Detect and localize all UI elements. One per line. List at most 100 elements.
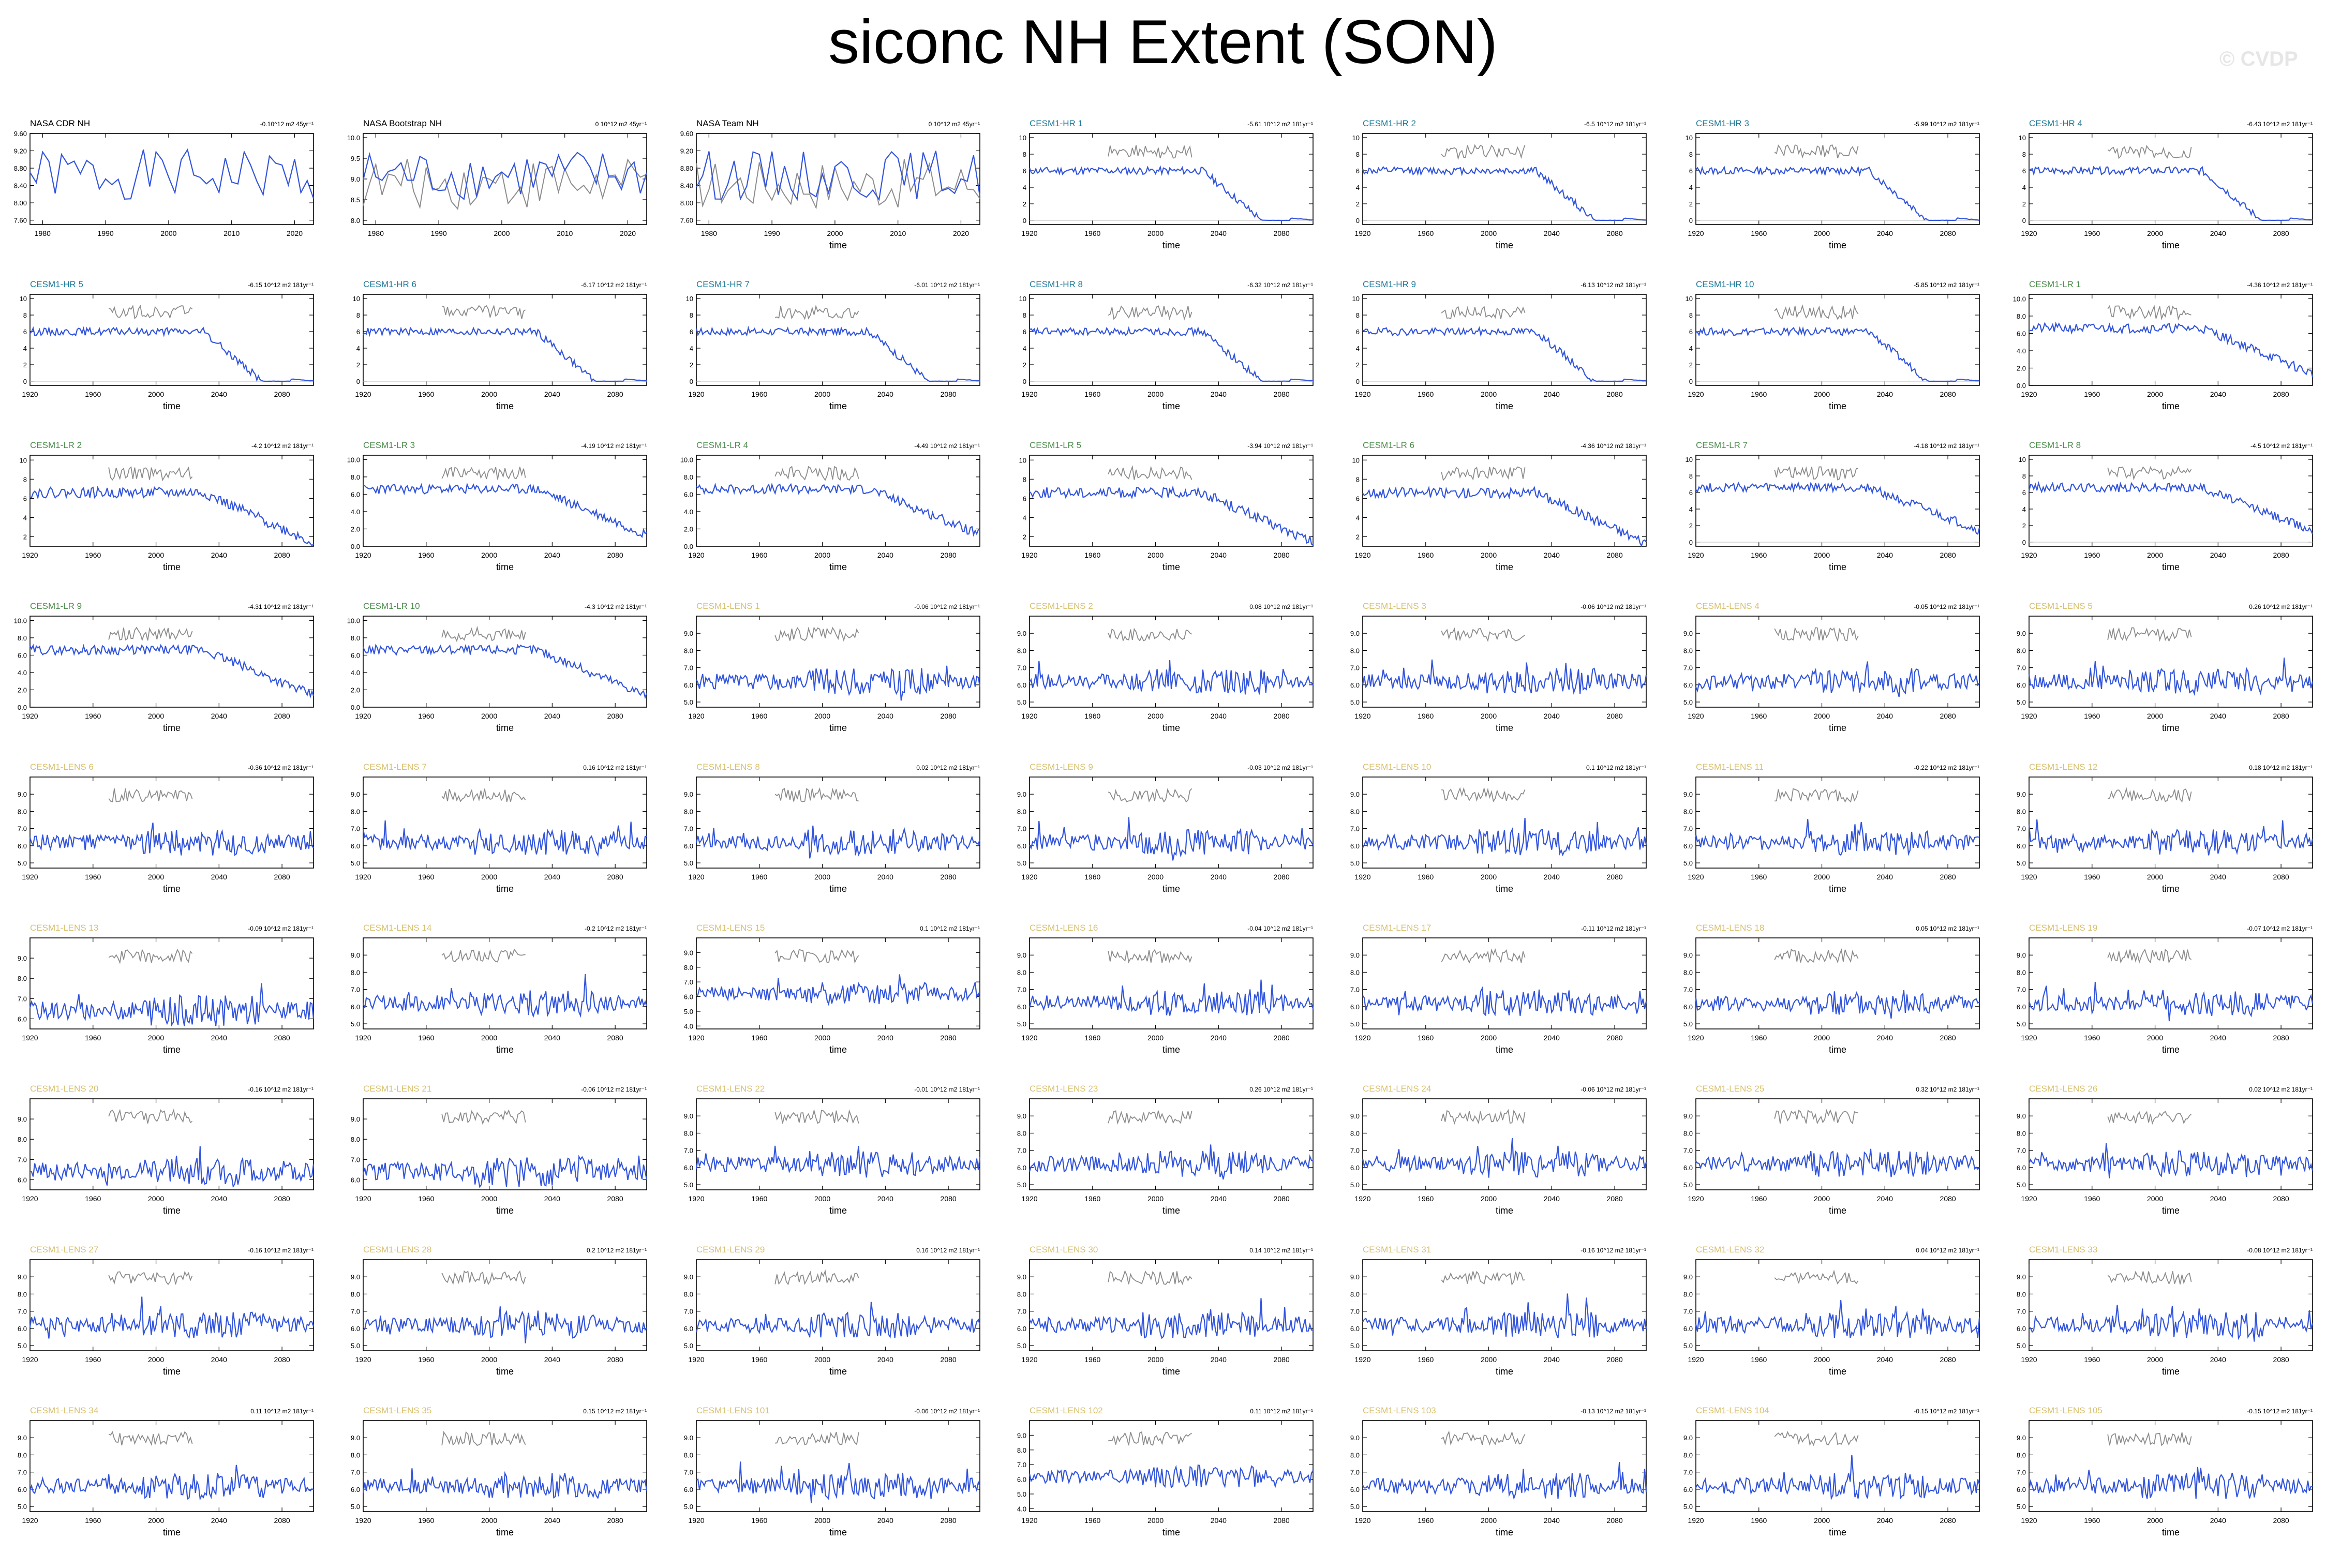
series-line — [1028, 1144, 1314, 1179]
plot-frame — [1362, 1420, 1647, 1512]
series-line — [1029, 485, 1314, 546]
series-line — [29, 644, 315, 699]
panel-title: CESM1-LR 2 — [30, 440, 82, 450]
x-tick-label: 2000 — [1481, 551, 1497, 559]
x-tick-label: 2080 — [1607, 873, 1623, 881]
plot-frame — [1695, 616, 1980, 708]
x-tick-label: 2000 — [1481, 873, 1497, 881]
obs-inset-line — [774, 787, 859, 802]
x-tick-label: 2080 — [274, 1355, 290, 1364]
x-tick-label: 1990 — [764, 229, 780, 237]
y-tick-label: 2 — [1023, 361, 1026, 369]
x-tick-label: 2000 — [2147, 712, 2163, 720]
panel-49: CESM1-LENS 26 0.02 10^12 m2 181yr⁻¹ 5.0 6.0… — [2017, 1084, 2314, 1216]
x-tick-label: 2000 — [160, 229, 176, 237]
x-tick-label: 2080 — [1274, 1194, 1290, 1203]
x-tick-label: 2040 — [1877, 1355, 1893, 1364]
panel-trend: -4.36 10^12 m2 181yr⁻¹ — [2247, 281, 2313, 289]
obs-inset-line — [2107, 627, 2192, 643]
panel-title: CESM1-LENS 20 — [30, 1084, 98, 1094]
panel-17: CESM1-LR 4 -4.49 10^12 m2 181yr⁻¹ 0.0 2.0 4.… — [680, 440, 980, 572]
panel-trend: -0.07 10^12 m2 181yr⁻¹ — [2247, 925, 2313, 932]
y-tick-label: 9.0 — [18, 1434, 27, 1442]
y-tick-label: 6.0 — [1683, 842, 1693, 850]
y-tick-label: 6 — [1356, 328, 1360, 336]
x-tick-label: 1920 — [1021, 551, 1037, 559]
y-tick-label: 4 — [23, 345, 27, 352]
y-tick-label: 7.0 — [351, 1469, 360, 1476]
panel-trend: -6.13 10^12 m2 181yr⁻¹ — [1581, 281, 1646, 289]
y-tick-label: 9.0 — [18, 790, 27, 798]
x-tick-label: 2080 — [1940, 1355, 1956, 1364]
y-tick-label: 0 — [1023, 378, 1026, 385]
y-tick-label: 8.0 — [1683, 647, 1693, 654]
x-tick-label: 1990 — [431, 229, 447, 237]
x-tick-label: 2080 — [1940, 551, 1956, 559]
y-tick-label: 5.0 — [684, 1503, 693, 1511]
y-tick-label: 7.0 — [1350, 986, 1360, 994]
x-tick-label: 1960 — [1751, 1034, 1767, 1042]
y-tick-label: 4.0 — [351, 669, 360, 677]
y-tick-label: 5.0 — [1017, 698, 1026, 706]
x-tick-label: 1960 — [2084, 712, 2100, 720]
x-tick-label: 1960 — [1084, 551, 1100, 559]
plot-frame — [1362, 133, 1647, 225]
x-tick-label: 1960 — [2084, 1194, 2100, 1203]
x-tick-label: 1920 — [1021, 873, 1037, 881]
y-tick-label: 6.0 — [2017, 330, 2026, 337]
series-line — [1362, 659, 1647, 695]
x-tick-label: 2040 — [1544, 390, 1560, 398]
x-tick-label: 1920 — [2021, 873, 2037, 881]
x-tick-label: 2040 — [1211, 551, 1227, 559]
y-tick-label: 9.60 — [680, 130, 693, 138]
panel-trend: -0.08 10^12 m2 181yr⁻¹ — [2247, 1247, 2313, 1254]
x-tick-label: 2080 — [607, 712, 623, 720]
y-tick-label: 10 — [20, 456, 27, 464]
panel-57: CESM1-LENS 34 0.11 10^12 m2 181yr⁻¹ 5.0 6.0… — [18, 1406, 314, 1537]
panel-trend: -0.15 10^12 m2 181yr⁻¹ — [2247, 1408, 2313, 1415]
x-tick-label: 1960 — [1751, 1194, 1767, 1203]
x-tick-label: 2000 — [814, 1516, 830, 1525]
y-tick-label: 9.0 — [684, 630, 693, 637]
plot-frame — [29, 776, 314, 869]
panel-title: CESM1-HR 8 — [1030, 279, 1083, 289]
y-tick-label: 7.0 — [18, 1156, 27, 1163]
plot-frame — [29, 1259, 314, 1351]
obs-inset-line — [774, 466, 859, 481]
y-tick-label: 8.0 — [2017, 1451, 2026, 1459]
y-tick-label: 0 — [1023, 217, 1026, 225]
y-tick-label: 9.0 — [1350, 1273, 1360, 1281]
x-axis-label: time — [829, 562, 847, 572]
series-line — [1695, 661, 1980, 697]
y-tick-label: 7.0 — [684, 1147, 693, 1155]
y-tick-label: 5.0 — [684, 1181, 693, 1189]
x-tick-label: 1960 — [1084, 712, 1100, 720]
panel-trend: -4.36 10^12 m2 181yr⁻¹ — [1581, 442, 1646, 450]
x-tick-label: 1960 — [418, 873, 434, 881]
y-tick-label: 7.60 — [14, 217, 27, 225]
x-tick-label: 1960 — [751, 712, 767, 720]
x-axis-label: time — [496, 1366, 514, 1377]
x-tick-label: 1920 — [1021, 1194, 1037, 1203]
x-tick-label: 1960 — [85, 390, 101, 398]
x-tick-label: 1920 — [22, 390, 38, 398]
y-tick-label: 6.0 — [684, 993, 693, 1001]
y-tick-label: 2 — [2022, 522, 2026, 530]
series-line — [362, 1155, 648, 1188]
y-tick-label: 8.0 — [1350, 1129, 1360, 1137]
y-tick-label: 6.0 — [1017, 1003, 1026, 1011]
y-tick-label: 0 — [1689, 378, 1693, 385]
y-tick-label: 5.0 — [684, 1342, 693, 1350]
y-tick-label: 8.0 — [351, 1136, 360, 1143]
y-tick-label: 5.0 — [18, 859, 27, 867]
panel-trend: -0.06 10^12 m2 181yr⁻¹ — [581, 1086, 647, 1093]
x-tick-label: 2000 — [2147, 1194, 2163, 1203]
x-tick-label: 2080 — [941, 390, 957, 398]
x-tick-label: 2080 — [274, 1516, 290, 1525]
panel-32: CESM1-LENS 9 -0.03 10^12 m2 181yr⁻¹ 5.0 6.0… — [1017, 762, 1314, 894]
y-tick-label: 7.0 — [1017, 1461, 1026, 1469]
x-tick-label: 2000 — [148, 712, 164, 720]
y-tick-label: 5.0 — [351, 1020, 360, 1028]
x-tick-label: 2080 — [607, 1034, 623, 1042]
y-tick-label: 9.0 — [1350, 790, 1360, 798]
